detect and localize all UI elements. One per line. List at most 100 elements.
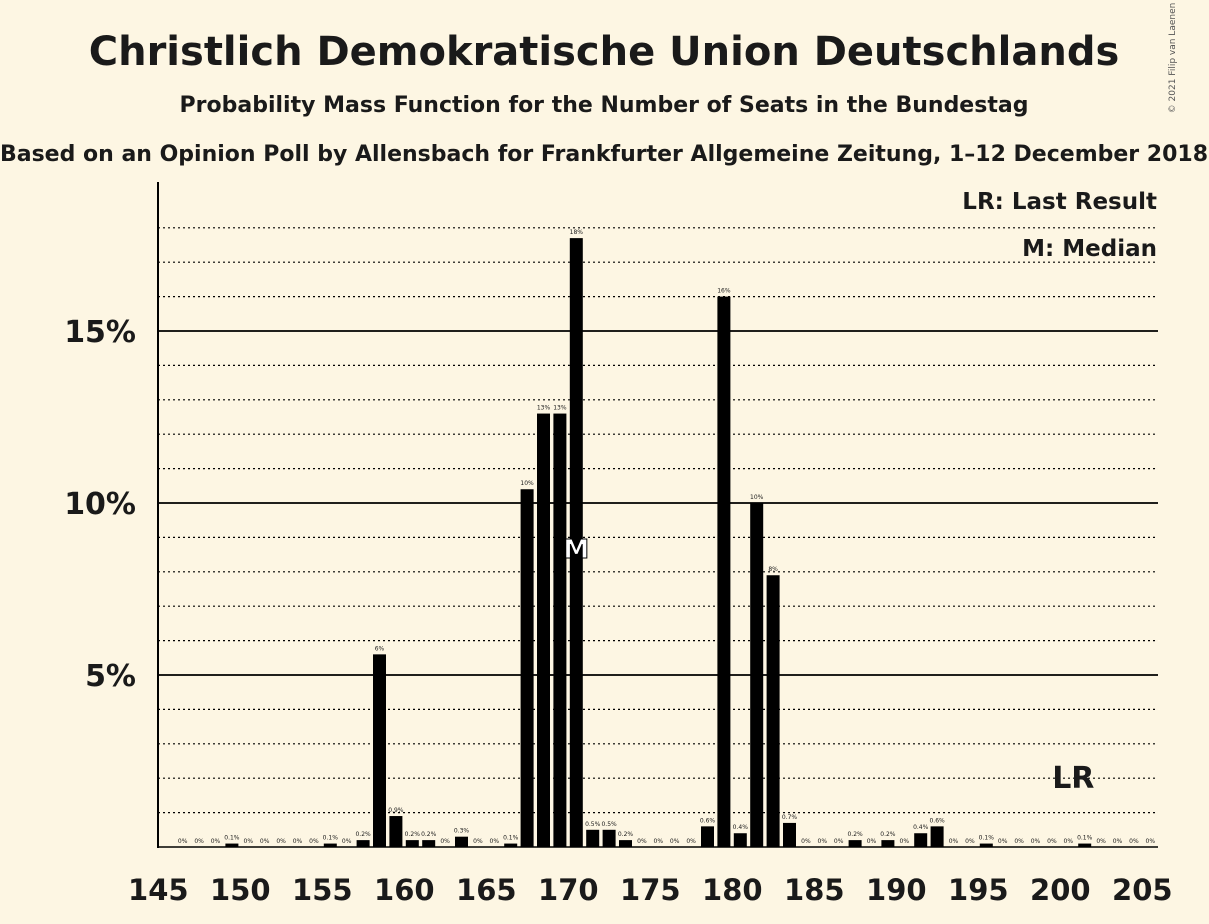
data-label: 0%	[490, 838, 500, 845]
data-label: 0%	[818, 838, 828, 845]
data-label: 0%	[998, 838, 1008, 845]
bar	[356, 840, 370, 847]
chart-source: Based on an Opinion Poll by Allensbach f…	[0, 142, 1208, 167]
data-label: 0.1%	[323, 835, 339, 842]
data-label: 0.2%	[847, 831, 863, 838]
data-label: 0.2%	[355, 831, 371, 838]
data-label: 0%	[342, 838, 352, 845]
x-tick-label: 190	[866, 873, 927, 907]
copyright-credit: © 2021 Filip van Laenen	[1168, 3, 1178, 114]
data-label: 13%	[537, 405, 551, 412]
data-label: 0%	[834, 838, 844, 845]
y-tick-label: 15%	[64, 315, 136, 350]
data-label: 0%	[1113, 838, 1123, 845]
data-label: 0.1%	[503, 835, 519, 842]
chart-title: Christlich Demokratische Union Deutschla…	[89, 29, 1120, 75]
bar	[405, 840, 419, 847]
x-tick-label: 165	[456, 873, 517, 907]
x-tick-label: 160	[374, 873, 435, 907]
bar	[619, 840, 632, 847]
bar	[455, 836, 468, 847]
bar	[733, 833, 747, 847]
bar	[553, 413, 567, 847]
data-label: 0.6%	[700, 817, 716, 824]
bar	[766, 575, 780, 847]
data-label: 18%	[570, 229, 584, 236]
bar	[389, 816, 403, 847]
data-label: 0%	[949, 838, 959, 845]
bar	[717, 296, 731, 848]
bar	[602, 829, 616, 847]
bar	[504, 843, 518, 847]
x-tick-label: 170	[538, 873, 599, 907]
data-label: 0%	[178, 838, 188, 845]
data-label: 0%	[1031, 838, 1041, 845]
data-label: 0%	[965, 838, 975, 845]
legend-median: M: Median	[1022, 236, 1157, 262]
bar	[422, 840, 436, 847]
data-label: 0%	[686, 838, 696, 845]
bars	[225, 238, 1092, 848]
data-label: 0%	[260, 838, 270, 845]
data-label: 0%	[276, 838, 286, 845]
bar	[979, 843, 993, 847]
x-tick-labels: 145 150 155 160 165 170 175 180 185 190 195 200 205	[128, 873, 1173, 907]
x-tick-label: 195	[948, 873, 1009, 907]
data-label: 0.7%	[782, 814, 798, 821]
bar	[225, 843, 239, 847]
data-label: 13%	[553, 405, 567, 412]
legend-last-result: LR: Last Result	[962, 189, 1157, 215]
data-label: 0.1%	[1077, 835, 1093, 842]
data-label: 10%	[750, 494, 764, 501]
data-label: 0.2%	[880, 831, 896, 838]
median-marker: M	[563, 535, 589, 565]
data-label: 0%	[194, 838, 204, 845]
bar	[586, 829, 600, 847]
data-label: 0%	[637, 838, 647, 845]
data-label: 8%	[768, 566, 778, 573]
data-label: 0%	[670, 838, 680, 845]
x-tick-label: 180	[702, 873, 763, 907]
data-label: 0.1%	[224, 835, 240, 842]
bar	[750, 503, 764, 847]
bar	[520, 489, 534, 847]
x-tick-label: 155	[292, 873, 353, 907]
bar	[569, 238, 583, 847]
bar	[537, 413, 550, 847]
data-label: 0.4%	[733, 824, 749, 831]
data-label: 0%	[1064, 838, 1074, 845]
y-tick-labels: 5% 10% 15%	[64, 315, 136, 694]
data-label: 16%	[717, 288, 731, 295]
data-label: 0.6%	[929, 817, 945, 824]
data-label: 0%	[1096, 838, 1106, 845]
y-tick-label: 5%	[85, 659, 136, 694]
x-tick-label: 200	[1030, 873, 1091, 907]
data-label: 0%	[473, 838, 483, 845]
y-tick-label: 10%	[64, 487, 136, 522]
data-label: 0%	[211, 838, 221, 845]
bar	[323, 843, 337, 847]
data-label: 0%	[440, 838, 450, 845]
chart-subtitle: Probability Mass Function for the Number…	[180, 93, 1029, 118]
data-label: 0%	[900, 838, 910, 845]
data-label: 10%	[520, 480, 534, 487]
bar	[930, 826, 944, 847]
data-label: 0%	[1146, 838, 1156, 845]
x-tick-label: 185	[784, 873, 845, 907]
gridlines	[158, 227, 1158, 814]
data-label: 0%	[1047, 838, 1057, 845]
data-label: 0%	[1129, 838, 1139, 845]
data-label: 0.9%	[388, 807, 404, 814]
data-label: 0.3%	[454, 828, 470, 835]
data-label: 0%	[309, 838, 319, 845]
data-label: 0.2%	[405, 831, 421, 838]
bar	[373, 654, 386, 847]
x-tick-label: 175	[620, 873, 681, 907]
data-labels: 0% 0% 0% 0.1% 0% 0% 0% 0% 0% 0.1% 0%0.2%6%0.9%0.2%…	[178, 229, 1155, 845]
x-tick-label: 145	[128, 873, 189, 907]
bar	[1078, 843, 1092, 847]
data-label: 0%	[244, 838, 254, 845]
x-tick-label: 150	[210, 873, 271, 907]
bar	[783, 822, 796, 847]
